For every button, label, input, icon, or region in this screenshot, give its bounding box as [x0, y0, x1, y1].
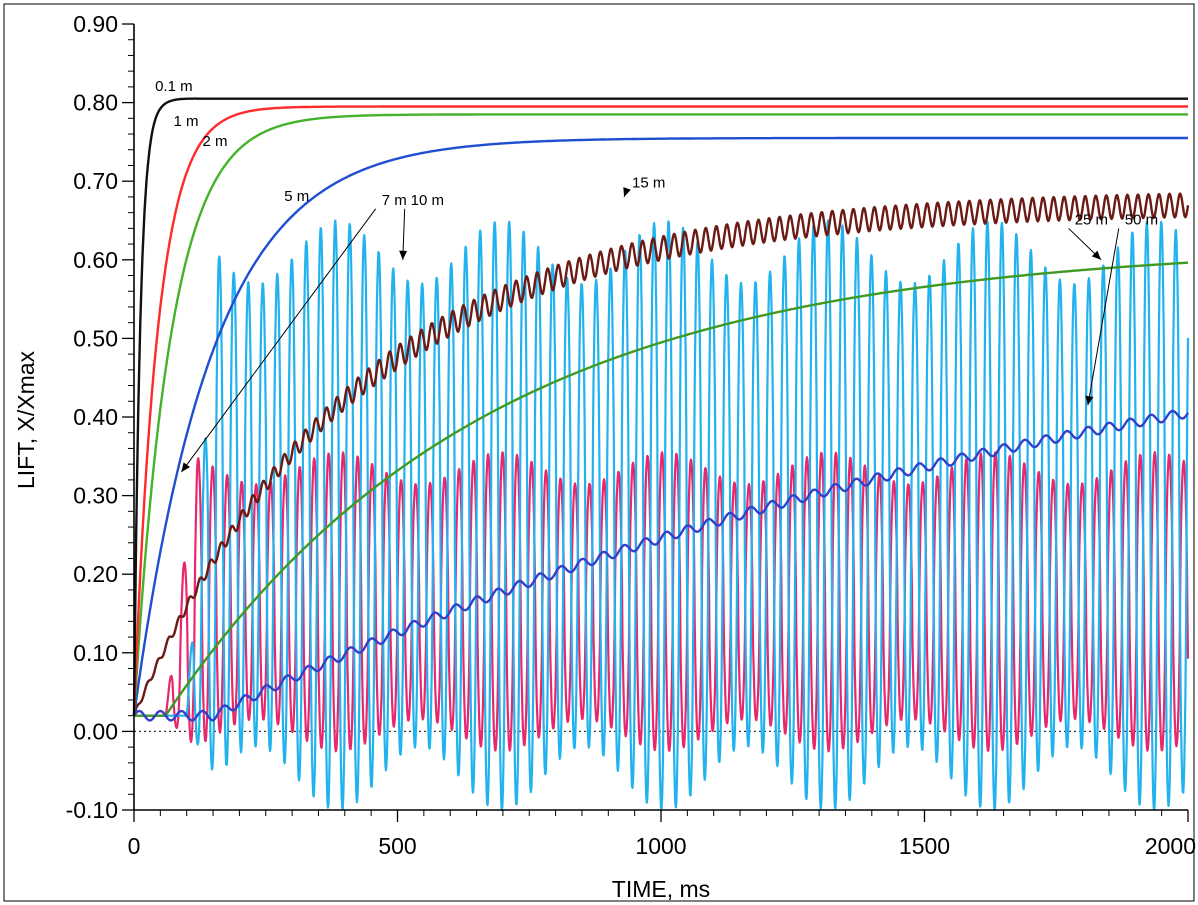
annotation-arrowhead-10-m [399, 250, 408, 260]
curve-label-15-m: 15 m [632, 174, 665, 191]
y-tick-label: 0.70 [73, 168, 118, 194]
axes-layer: -0.10 0.00 0.10 0.20 0.30 0.40 0.50 0.60 0.70 0.8… [66, 11, 1196, 859]
series-line-1-m [132, 105, 1189, 716]
curve-label-7-m: 7 m [382, 192, 407, 209]
series-layer [132, 97, 1190, 812]
x-tick-label: 0 [128, 833, 141, 859]
series-line-2-m [132, 113, 1189, 716]
annotation-arrowhead-25-m [1091, 250, 1102, 260]
x-tick-label: 1500 [899, 833, 950, 859]
series-line-15-m [132, 192, 1190, 716]
curve-label-1-m: 1 m [174, 113, 199, 130]
curve-label-10-m: 10 m [411, 192, 444, 209]
figure-border [3, 3, 1195, 902]
series-line-25-m [133, 261, 1189, 717]
y-tick-label: 0.20 [73, 561, 118, 587]
y-tick-label: 0.40 [73, 404, 118, 430]
curve-label-2-m: 2 m [203, 133, 228, 150]
y-tick-label: 0.80 [73, 90, 118, 116]
x-tick-label: 500 [378, 833, 416, 859]
y-tick-label: 0.50 [73, 325, 118, 351]
x-tick-label: 1000 [635, 833, 686, 859]
annotation-layer: 0.1 m 1 m2 m 5 m 7 m 10 m 15 m 25 m 50 m [155, 78, 1158, 473]
annotation-arrow-50-m [1087, 228, 1120, 406]
x-axis-title: TIME, ms [612, 876, 710, 902]
series-line-0-1-m [132, 97, 1189, 716]
y-tick-label: -0.10 [66, 797, 118, 823]
annotation-arrowhead-7-m [181, 462, 190, 473]
y-tick-label: 0.00 [73, 718, 118, 744]
annotation-arrowhead-15-m [623, 187, 631, 197]
curve-label-25-m: 25 m [1075, 211, 1108, 228]
curve-label-50-m: 50 m [1125, 211, 1158, 228]
series-line-5-m [132, 136, 1189, 716]
y-tick-label: 0.30 [73, 483, 118, 509]
series-line-10-m [159, 219, 1190, 812]
series-line-50-m [133, 409, 1190, 722]
y-tick-label: 0.90 [73, 11, 118, 37]
y-axis-title: LIFT, X/Xmax [13, 350, 39, 489]
annotation-arrow-7-m [181, 208, 377, 473]
annotation-arrowhead-50-m [1085, 395, 1094, 406]
y-tick-label: 0.10 [73, 640, 118, 666]
curve-label-0-1-m: 0.1 m [155, 78, 193, 95]
y-tick-label: 0.60 [73, 247, 118, 273]
x-tick-label: 2000 [1145, 833, 1196, 859]
curve-label-5-m: 5 m [284, 188, 309, 205]
